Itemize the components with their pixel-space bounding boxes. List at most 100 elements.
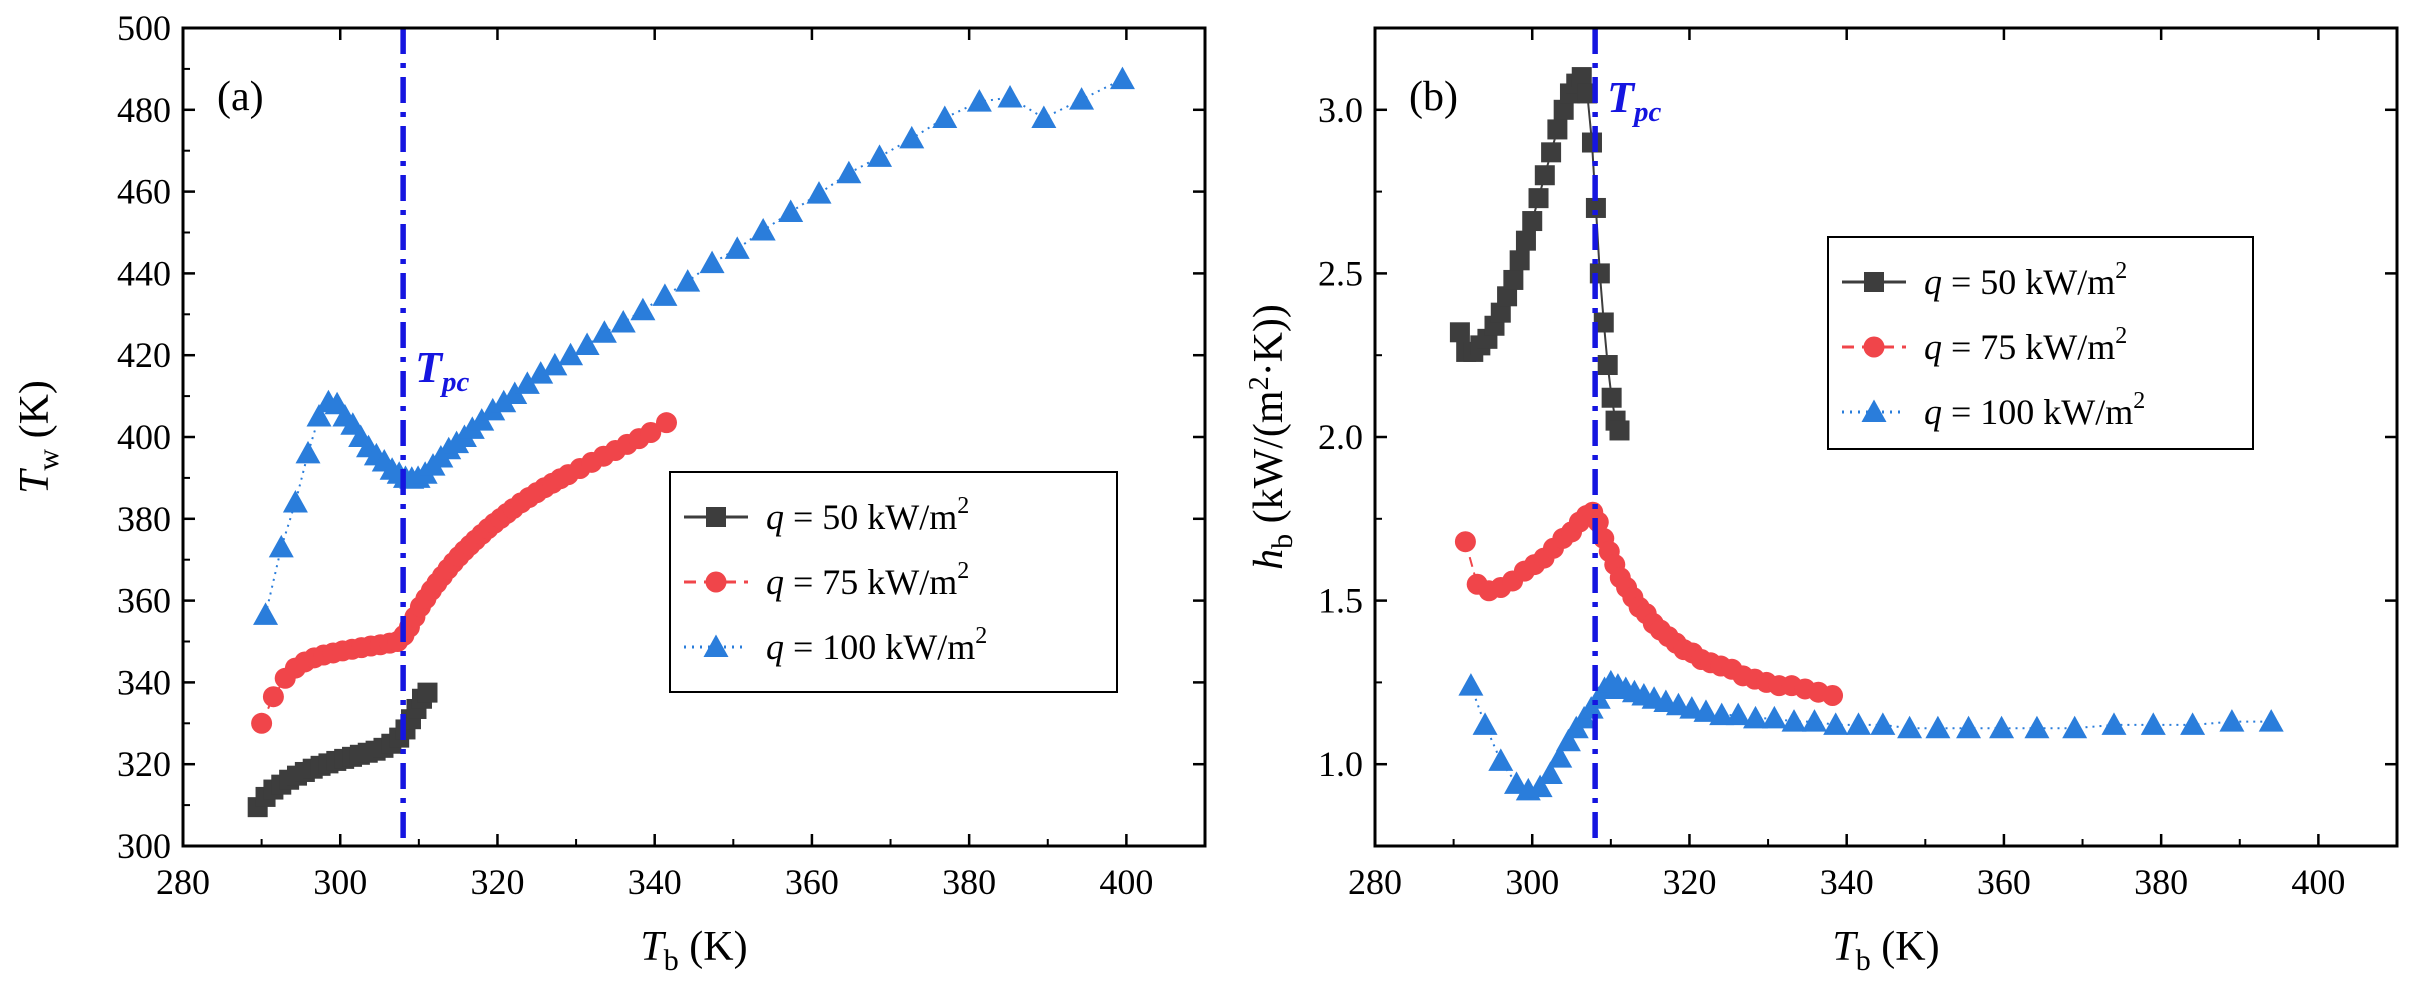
data-point <box>867 144 893 167</box>
data-point <box>306 404 332 427</box>
data-point <box>997 85 1023 108</box>
y-tick-label: 400 <box>117 417 171 457</box>
legend-entry: q = 75 kW/m2 <box>684 558 969 602</box>
tpc-label: Tpc <box>1607 73 1661 128</box>
data-point <box>1031 105 1057 128</box>
data-point <box>750 217 776 241</box>
legend-label: q = 75 kW/m2 <box>1924 323 2127 367</box>
data-point <box>502 381 528 405</box>
chart-panel-a: 280 300 320 340 360 380 4003003203403603804004… <box>12 8 1207 977</box>
data-point <box>1069 87 1095 110</box>
data-point <box>1547 119 1568 140</box>
legend-entry: q = 100 kW/m2 <box>1842 388 2145 432</box>
data-point <box>1490 302 1511 323</box>
data-point <box>253 602 279 625</box>
y-tick-label: 380 <box>117 499 171 539</box>
data-point <box>1509 250 1530 271</box>
x-axis-title: Tb (K) <box>640 924 747 977</box>
x-tick-label: 320 <box>470 862 524 902</box>
x-tick-label: 320 <box>1662 862 1716 902</box>
data-point <box>640 422 662 444</box>
data-point <box>1577 83 1598 104</box>
x-tick-label: 400 <box>1099 862 1153 902</box>
legend-label: q = 100 kW/m2 <box>1924 388 2145 432</box>
plot-frame <box>1373 26 2399 848</box>
data-point <box>1488 748 1514 771</box>
data-point <box>491 389 517 413</box>
y-tick-label: 1.0 <box>1318 744 1363 784</box>
data-point <box>1897 715 1923 739</box>
data-point <box>966 89 992 112</box>
data-point <box>1709 702 1735 726</box>
data-point <box>1581 132 1602 153</box>
y-tick-label: 3.0 <box>1318 90 1363 130</box>
y-tick-label: 2.0 <box>1318 417 1363 457</box>
axis-ticks: 280 300 320 340 360 380 400 1.0 1.5 2.0 2.5 3.0 <box>1318 28 2397 902</box>
data-point <box>806 181 832 204</box>
x-axis-title: Tb (K) <box>1832 924 1939 977</box>
data-point <box>932 105 958 128</box>
legend-entry: q = 100 kW/m2 <box>684 623 987 667</box>
data-point <box>1528 188 1549 209</box>
data-point <box>1454 531 1476 553</box>
data-point <box>1693 699 1719 722</box>
y-tick-label: 440 <box>117 253 171 293</box>
series-square <box>247 682 438 818</box>
data-point <box>2180 712 2206 735</box>
data-point <box>282 489 308 513</box>
legend-label: q = 100 kW/m2 <box>766 623 987 667</box>
data-point <box>778 199 804 223</box>
data-point <box>1547 745 1573 768</box>
legend-marker-triangle <box>703 634 729 657</box>
data-point <box>1472 712 1498 735</box>
data-point <box>295 440 321 464</box>
data-point <box>1761 705 1787 729</box>
x-tick-label: 360 <box>1977 862 2031 902</box>
data-point <box>2140 712 2166 735</box>
data-point <box>1781 709 1807 732</box>
data-point <box>1534 165 1555 186</box>
data-point <box>558 342 584 366</box>
data-point <box>1593 312 1614 333</box>
data-point <box>1585 197 1606 218</box>
legend-marker-circle <box>705 571 727 593</box>
data-point <box>630 297 656 321</box>
y-tick-label: 320 <box>117 744 171 784</box>
y-tick-label: 360 <box>117 581 171 621</box>
x-tick-label: 360 <box>785 862 839 902</box>
data-point <box>1597 355 1618 376</box>
data-point <box>2062 715 2088 739</box>
data-series <box>1449 67 2284 801</box>
x-tick-label: 380 <box>942 862 996 902</box>
data-point <box>1989 715 2015 739</box>
x-tick-label: 400 <box>2291 862 2345 902</box>
data-point <box>1870 712 1896 735</box>
y-tick-label: 460 <box>117 172 171 212</box>
y-axis-title: Tw (K) <box>12 380 65 494</box>
x-tick-label: 380 <box>2134 862 2188 902</box>
data-point <box>1555 728 1581 752</box>
data-point <box>2101 712 2127 735</box>
data-point <box>1609 420 1630 441</box>
y-tick-label: 300 <box>117 826 171 866</box>
legend-entry: q = 50 kW/m2 <box>684 493 969 537</box>
data-point <box>574 332 600 355</box>
y-tick-label: 340 <box>117 662 171 702</box>
legend-entry: q = 75 kW/m2 <box>1842 323 2127 367</box>
x-tick-label: 300 <box>1505 862 1559 902</box>
data-point <box>2219 709 2245 732</box>
series-circle <box>1454 501 1844 706</box>
x-tick-label: 340 <box>1820 862 1874 902</box>
series-square <box>1449 67 1630 441</box>
data-point <box>2024 715 2050 739</box>
legend-label: q = 50 kW/m2 <box>766 493 969 537</box>
legend-marker-square <box>706 507 726 527</box>
data-series <box>247 66 1135 818</box>
data-point <box>1109 66 1135 90</box>
data-point <box>1601 387 1622 408</box>
data-point <box>652 283 678 306</box>
data-point <box>514 371 540 394</box>
legend: q = 50 kW/m2 q = 75 kW/m2 q = 100 kW/m2 <box>669 471 1118 693</box>
data-point <box>1956 715 1982 739</box>
